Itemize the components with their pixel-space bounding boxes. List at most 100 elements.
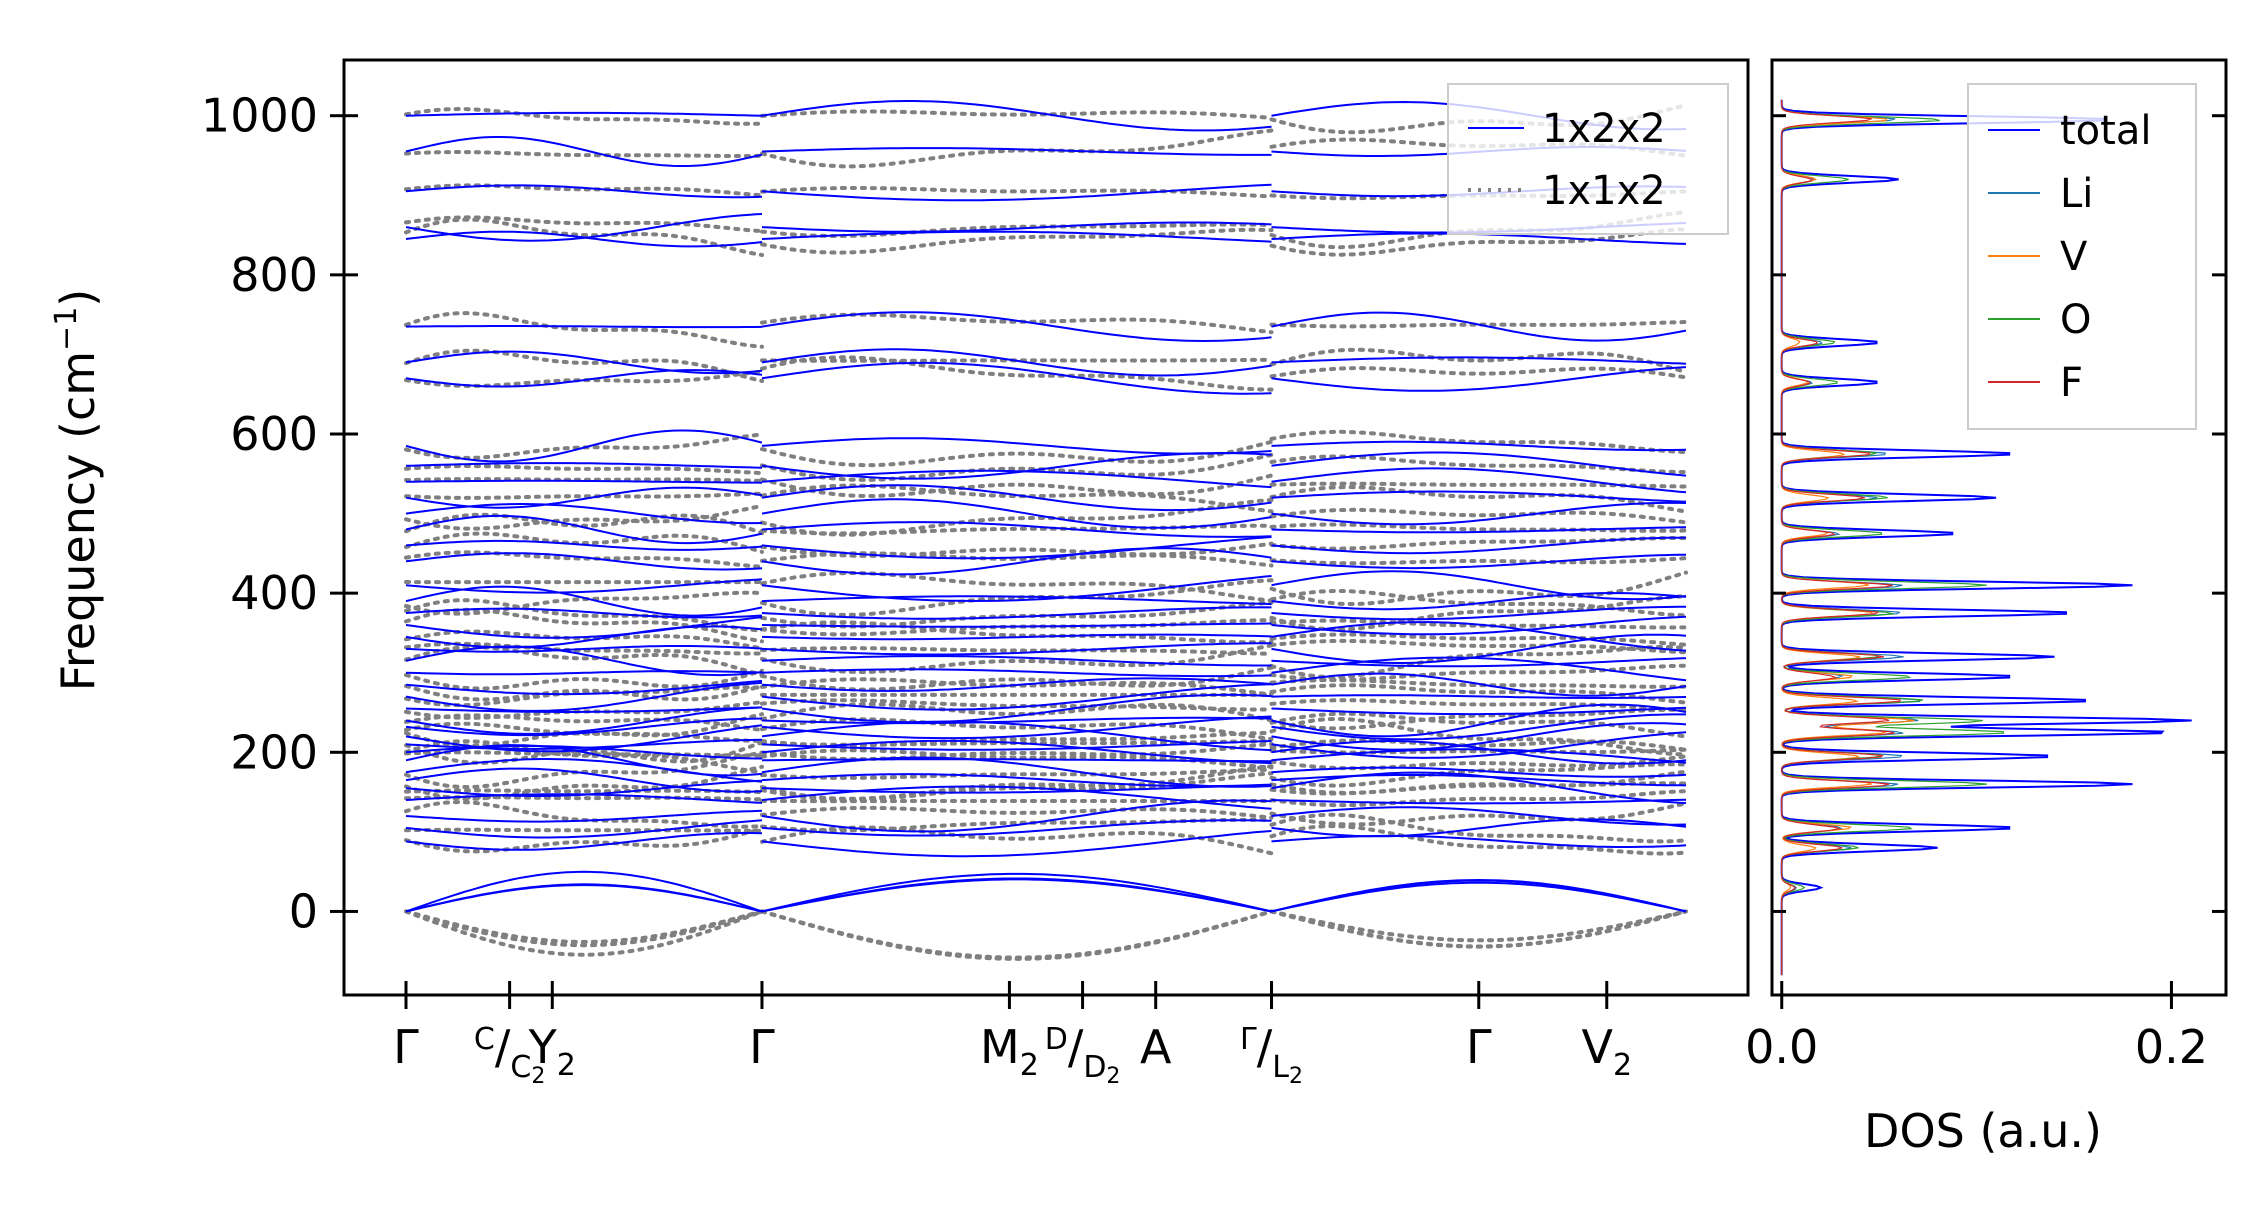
label-sub: C bbox=[510, 1050, 531, 1085]
series-1x1x2-band bbox=[404, 590, 764, 616]
series-1x2x2-band bbox=[761, 100, 1272, 132]
series-1x1x2-band bbox=[1269, 801, 1688, 827]
label-sub: 2 bbox=[1613, 1048, 1632, 1083]
series-1x2x2-band bbox=[1271, 722, 1687, 751]
series-1x1x2-band bbox=[404, 491, 764, 500]
dos-plot-frame bbox=[1770, 58, 2228, 997]
series-1x1x2-band bbox=[1269, 909, 1688, 949]
series-1x2x2-band bbox=[761, 829, 1272, 858]
series-1x1x2-band bbox=[1269, 632, 1688, 647]
legend-label: 1x1x2 bbox=[1542, 168, 1666, 214]
series-1x2x2-band bbox=[1271, 706, 1687, 716]
series-1x2x2-band bbox=[405, 184, 763, 199]
label-super: D bbox=[1045, 1022, 1068, 1057]
x-tick-label-special: M2 bbox=[980, 1020, 1039, 1083]
series-1x2x2-band bbox=[405, 681, 763, 712]
y-tick-label: 0 bbox=[289, 884, 318, 938]
series-1x2x2-band bbox=[1271, 694, 1687, 699]
series-1x2x2-band bbox=[761, 799, 1272, 833]
series-1x1x2-band bbox=[1269, 227, 1688, 257]
x-tick-label-special: V2 bbox=[1581, 1020, 1632, 1083]
series-1x1x2-band bbox=[404, 788, 764, 795]
series-1x2x2-band bbox=[405, 779, 763, 797]
series-1x2x2-band bbox=[405, 514, 763, 545]
series-1x2x2-band bbox=[761, 773, 1272, 788]
band-plot-frame bbox=[342, 58, 1750, 997]
dos-x-tick-label: 0.0 bbox=[1745, 1020, 1818, 1074]
y-tick-label: 200 bbox=[230, 725, 318, 779]
series-1x2x2-band bbox=[761, 484, 1272, 512]
label-slash: / bbox=[1068, 1020, 1084, 1074]
series-1x2x2-band bbox=[405, 645, 763, 653]
label-main: M bbox=[980, 1020, 1020, 1074]
series-1x2x2-band bbox=[405, 679, 763, 696]
series-1x2x2-band bbox=[761, 716, 1272, 725]
series-1x1x2-band bbox=[404, 645, 764, 677]
series-1x1x2-band bbox=[1269, 522, 1688, 533]
series-1x2x2-band bbox=[405, 706, 763, 713]
series-1x2x2-band bbox=[761, 451, 1272, 480]
series-1x1x2-band bbox=[404, 683, 764, 702]
series-1x1x2-band bbox=[404, 183, 764, 198]
label-sub: D bbox=[1083, 1050, 1106, 1085]
series-1x2x2-band bbox=[1271, 748, 1687, 764]
series-1x2x2-band bbox=[761, 683, 1272, 711]
series-1x1x2-band bbox=[404, 106, 764, 126]
series-1x1x2-band bbox=[1269, 429, 1688, 455]
series-1x2x2-band bbox=[405, 462, 763, 469]
series-1x1x2-band bbox=[404, 827, 764, 833]
series-1x2x2-band bbox=[405, 616, 763, 639]
series-1x2x2-band bbox=[761, 756, 1272, 788]
series-1x2x2-band bbox=[405, 809, 763, 823]
series-1x1x2-band bbox=[1269, 481, 1688, 489]
series-1x1x2-band bbox=[760, 186, 1274, 199]
series-1x2x2-band bbox=[1271, 621, 1687, 652]
series-1x2x2-band bbox=[1271, 672, 1687, 697]
label-slash: / bbox=[495, 1020, 511, 1074]
series-1x1x2-band bbox=[404, 348, 764, 383]
series-1x2x2-band bbox=[761, 739, 1272, 765]
series-1x2x2-band bbox=[1271, 467, 1687, 494]
series-1x1x2-band bbox=[1269, 717, 1688, 757]
series-1x2x2-band bbox=[1271, 501, 1687, 526]
label-sub-idx: 2 bbox=[531, 1064, 545, 1089]
series-1x2x2-band bbox=[761, 693, 1272, 724]
x-tick-label: Γ bbox=[749, 1020, 775, 1074]
series-1x1x2-band bbox=[404, 217, 764, 257]
series-1x1x2-band bbox=[1269, 683, 1688, 705]
series-1x1x2-band bbox=[404, 668, 764, 691]
series-1x1x2-band bbox=[1269, 789, 1688, 808]
series-1x1x2-band bbox=[760, 646, 1274, 656]
series-1x1x2-band bbox=[1269, 536, 1688, 551]
series-1x1x2-band bbox=[1269, 556, 1688, 566]
series-1x2x2-band bbox=[1271, 591, 1687, 611]
series-1x1x2-band bbox=[1269, 698, 1688, 713]
series-1x2x2-band bbox=[761, 311, 1272, 343]
series-1x2x2-band bbox=[1271, 878, 1687, 913]
series-1x2x2-band bbox=[761, 740, 1272, 751]
series-1x1x2-band bbox=[404, 598, 764, 633]
series-1x2x2-band bbox=[1271, 703, 1687, 738]
series-1x2x2-band bbox=[761, 547, 1272, 576]
series-1x2x2-band bbox=[405, 819, 763, 839]
series-1x1x2-band bbox=[404, 764, 764, 801]
y-tick-label: 400 bbox=[230, 566, 318, 620]
series-1x2x2-band bbox=[1271, 657, 1687, 668]
x-tick-label-special: Y2 bbox=[528, 1020, 576, 1083]
series-1x2x2-band bbox=[405, 429, 763, 463]
series-1x2x2-band bbox=[1271, 366, 1687, 392]
legend-label: F bbox=[2060, 360, 2083, 406]
dos-x-axis-label: DOS (a.u.) bbox=[1864, 1104, 2102, 1158]
series-1x1x2-band bbox=[760, 312, 1274, 335]
series-1x1x2-band bbox=[404, 504, 764, 531]
series-1x2x2-band bbox=[405, 325, 763, 329]
series-1x2x2-band bbox=[1271, 740, 1687, 765]
series-1x2x2-band bbox=[405, 706, 763, 735]
label-super: C bbox=[474, 1022, 495, 1057]
legend-box bbox=[1447, 83, 1729, 235]
series-1x2x2-band bbox=[405, 369, 763, 388]
series-1x2x2-band bbox=[1271, 731, 1687, 759]
x-tick-label-special: C/C2 bbox=[474, 1020, 545, 1089]
series-1x2x2-band bbox=[405, 539, 763, 551]
